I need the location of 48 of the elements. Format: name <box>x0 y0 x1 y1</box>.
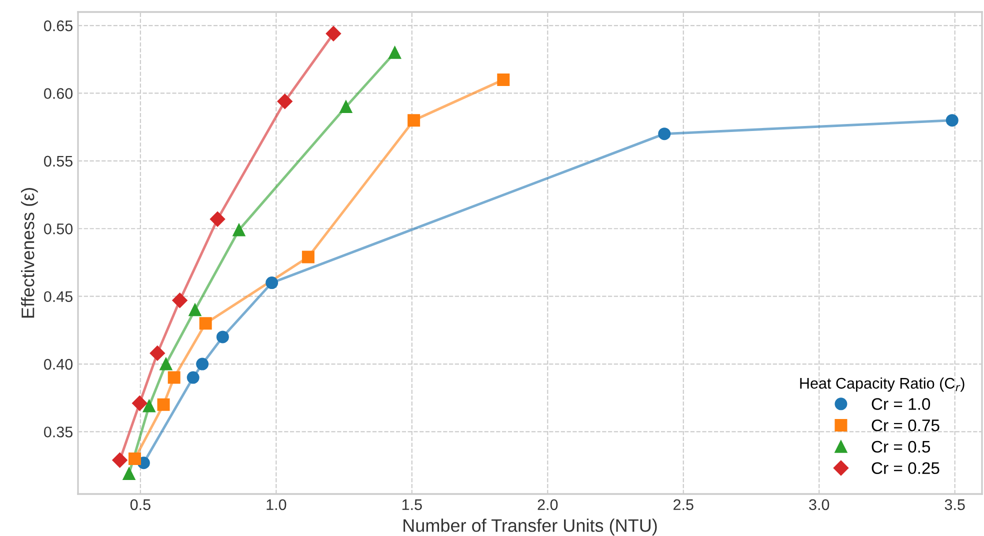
point <box>188 304 202 316</box>
y-tick-label: 0.40 <box>44 358 73 370</box>
point <box>196 358 209 370</box>
point <box>160 358 172 370</box>
legend-label: Cr = 0.75 <box>872 419 940 432</box>
x-axis-title: Number of Transfer Units (NTU) <box>404 518 657 536</box>
point <box>172 292 188 308</box>
point <box>216 330 229 344</box>
x-tick-label: 3.0 <box>809 499 830 510</box>
point <box>658 128 671 140</box>
x-tick-label: 2.5 <box>674 499 694 510</box>
x-tick-label: 1.5 <box>402 499 422 510</box>
point <box>168 371 180 384</box>
x-tick-label: 2.0 <box>538 499 558 510</box>
x-tick-label: 0.5 <box>130 499 150 510</box>
point <box>408 114 420 127</box>
x-tick-label: 1.0 <box>266 499 286 510</box>
point <box>112 452 128 468</box>
point <box>277 94 292 109</box>
point <box>199 317 212 330</box>
y-tick-label: 0.65 <box>44 20 72 32</box>
point <box>326 26 342 42</box>
y-tick-label: 0.45 <box>44 291 72 302</box>
legend-title: Heat Capacity Ratio (C$_{r}$) <box>800 377 964 392</box>
legend-label: Cr = 0.25 <box>872 462 940 474</box>
point <box>142 400 156 412</box>
legend-label: Cr = 0.5 <box>872 440 930 453</box>
y-tick-label: 0.55 <box>44 156 72 167</box>
y-tick-label: 0.60 <box>44 88 73 99</box>
y-tick-label: 0.35 <box>44 426 72 438</box>
point <box>150 346 165 361</box>
point <box>186 371 200 384</box>
x-tick-label: 3.5 <box>944 499 965 510</box>
point <box>302 250 314 264</box>
point <box>128 452 141 466</box>
y-tick-label: 0.50 <box>44 223 73 234</box>
y-axis-title: Effectiveness (ε) <box>21 188 38 318</box>
point <box>232 224 246 236</box>
point <box>122 467 136 480</box>
point <box>946 114 958 127</box>
point <box>157 398 170 411</box>
point <box>132 396 148 411</box>
point <box>340 100 352 114</box>
point <box>497 73 510 86</box>
point <box>210 212 226 227</box>
legend-label: Cr = 1.0 <box>872 398 930 410</box>
point <box>266 276 278 290</box>
point <box>388 46 402 59</box>
